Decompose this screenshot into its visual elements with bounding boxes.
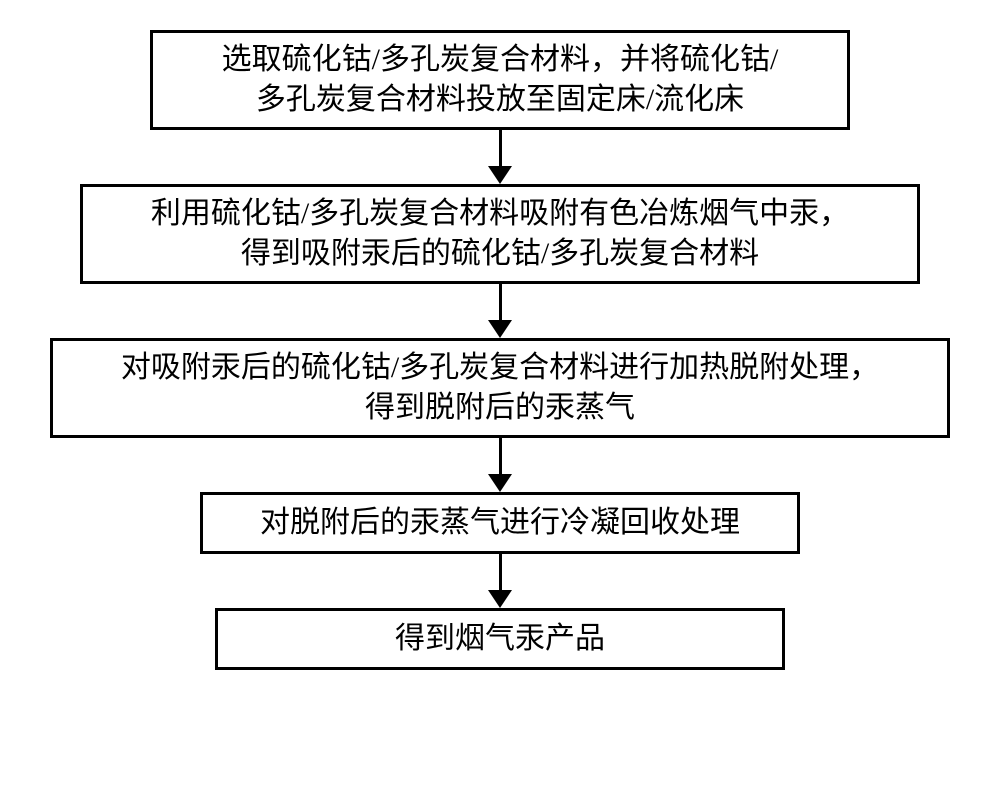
arrow-head-icon xyxy=(488,590,512,608)
step2-line1: 利用硫化钴/多孔炭复合材料吸附有色冶炼烟气中汞， xyxy=(151,194,849,235)
arrow-line xyxy=(499,438,502,474)
step1-line2: 多孔炭复合材料投放至固定床/流化床 xyxy=(256,80,744,121)
step1-line1: 选取硫化钴/多孔炭复合材料，并将硫化钴/ xyxy=(222,40,779,81)
arrow-1-2 xyxy=(488,130,512,184)
arrow-head-icon xyxy=(488,474,512,492)
arrow-2-3 xyxy=(488,284,512,338)
step4-line1: 对脱附后的汞蒸气进行冷凝回收处理 xyxy=(260,503,740,544)
step3-line2: 得到脱附后的汞蒸气 xyxy=(365,388,635,429)
arrow-4-5 xyxy=(488,554,512,608)
flowchart-step-3: 对吸附汞后的硫化钴/多孔炭复合材料进行加热脱附处理， 得到脱附后的汞蒸气 xyxy=(50,338,950,438)
arrow-line xyxy=(499,130,502,166)
arrow-head-icon xyxy=(488,320,512,338)
step5-line1: 得到烟气汞产品 xyxy=(395,619,605,660)
arrow-line xyxy=(499,284,502,320)
flowchart-step-5: 得到烟气汞产品 xyxy=(215,608,785,670)
step2-line2: 得到吸附汞后的硫化钴/多孔炭复合材料 xyxy=(241,234,759,275)
flowchart-step-2: 利用硫化钴/多孔炭复合材料吸附有色冶炼烟气中汞， 得到吸附汞后的硫化钴/多孔炭复… xyxy=(80,184,920,284)
flowchart-step-1: 选取硫化钴/多孔炭复合材料，并将硫化钴/ 多孔炭复合材料投放至固定床/流化床 xyxy=(150,30,850,130)
flowchart-step-4: 对脱附后的汞蒸气进行冷凝回收处理 xyxy=(200,492,800,554)
arrow-line xyxy=(499,554,502,590)
arrow-3-4 xyxy=(488,438,512,492)
step3-line1: 对吸附汞后的硫化钴/多孔炭复合材料进行加热脱附处理， xyxy=(121,348,879,389)
arrow-head-icon xyxy=(488,166,512,184)
